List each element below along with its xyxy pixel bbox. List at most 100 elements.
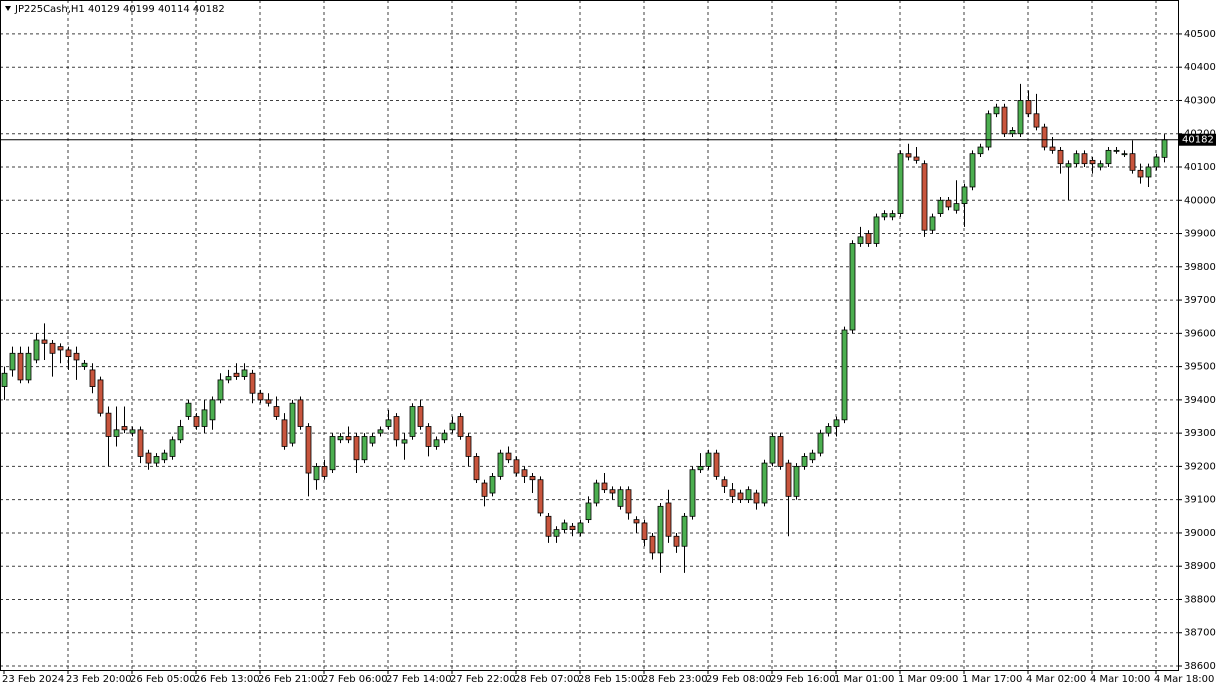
chart-title: JP225Cash,H1 40129 40199 40114 40182: [14, 4, 225, 15]
candle-body: [1089, 159, 1096, 165]
candle-body: [601, 482, 608, 491]
candle-body: [777, 436, 784, 467]
grid-layer: [0, 0, 1178, 670]
candle-body: [385, 419, 392, 427]
marks-layer: [0, 83, 1178, 573]
candle-body: [1033, 113, 1040, 128]
x-tick-label: 27 Feb 06:00: [322, 674, 388, 685]
candle-body: [473, 456, 480, 481]
candle-body: [993, 106, 1000, 115]
candle-body: [961, 186, 968, 204]
x-tick-label: 26 Feb 21:00: [258, 674, 324, 685]
candle-body: [65, 349, 72, 358]
y-tick-label: 39200: [1184, 461, 1216, 472]
candle-body: [745, 489, 752, 501]
candle-body: [297, 399, 304, 427]
candle-body: [153, 456, 160, 464]
candle-body: [113, 429, 120, 437]
candle-body: [1073, 153, 1080, 165]
candle-body: [201, 409, 208, 427]
candle-body: [41, 339, 48, 344]
y-tick-label: 40000: [1184, 195, 1216, 206]
x-tick-label: 23 Feb 2024: [2, 674, 64, 685]
candle-body: [193, 416, 200, 427]
x-tick-label: 27 Feb 22:00: [450, 674, 516, 685]
candle-body: [1065, 163, 1072, 168]
candle-body: [1081, 153, 1088, 165]
candle-body: [713, 452, 720, 477]
candle-body: [1049, 146, 1056, 151]
candle-body: [753, 492, 760, 504]
candle-body: [1001, 106, 1008, 135]
y-tick-label: 38700: [1184, 628, 1216, 639]
candle-body: [97, 379, 104, 414]
candle-body: [305, 426, 312, 474]
candle-body: [401, 439, 408, 444]
candle-body: [73, 352, 80, 361]
y-tick-label: 39300: [1184, 428, 1216, 439]
candle-body: [57, 346, 64, 351]
candle-body: [257, 392, 264, 401]
y-tick-label: 40500: [1184, 29, 1216, 40]
candle-body: [873, 216, 880, 244]
candle-body: [441, 432, 448, 441]
candle-body: [209, 399, 216, 421]
y-tick-label: 39600: [1184, 328, 1216, 339]
y-tick-label: 39900: [1184, 229, 1216, 240]
candle-body: [537, 479, 544, 514]
candle-body: [833, 419, 840, 427]
candle-body: [849, 243, 856, 331]
candle-body: [513, 459, 520, 474]
candle-body: [641, 522, 648, 540]
menu-arrow[interactable]: [5, 6, 11, 11]
candle-body: [361, 436, 368, 461]
candle-body: [1113, 149, 1120, 152]
y-tick-label: 39500: [1184, 362, 1216, 373]
candle-body: [521, 469, 528, 477]
y-tick-label: 39700: [1184, 295, 1216, 306]
axes-layer: 38600 38700 38800 38900 39000 39100 39200 39300…: [2, 29, 1216, 685]
candle-body: [249, 372, 256, 394]
candle-body: [169, 439, 176, 457]
y-tick-label: 39400: [1184, 395, 1216, 406]
candle-body: [393, 416, 400, 441]
candle-body: [137, 429, 144, 457]
y-tick-label: 38800: [1184, 594, 1216, 605]
candle-body: [25, 352, 32, 381]
candle-body: [673, 535, 680, 547]
candle-body: [881, 213, 888, 218]
y-tick-label: 38600: [1184, 661, 1216, 672]
candle-body: [793, 466, 800, 497]
x-tick-label: 26 Feb 05:00: [130, 674, 196, 685]
candle-body: [241, 369, 248, 377]
candle-body: [17, 352, 24, 381]
candle-body: [505, 452, 512, 461]
candle-body: [657, 505, 664, 554]
candle-body: [953, 203, 960, 211]
candle-body: [569, 525, 576, 531]
candle-body: [313, 466, 320, 481]
candle-body: [809, 452, 816, 461]
candle-body: [1129, 153, 1136, 171]
x-tick-label: 28 Feb 23:00: [642, 674, 708, 685]
candle-body: [353, 436, 360, 461]
candle-body: [1017, 100, 1024, 135]
candle-body: [329, 436, 336, 471]
candle-body: [409, 406, 416, 437]
candle-body: [497, 452, 504, 477]
candle-body: [289, 402, 296, 444]
x-tick-label: 4 Mar 10:00: [1090, 674, 1150, 685]
candle-body: [585, 502, 592, 521]
x-tick-label: 26 Feb 13:00: [194, 674, 260, 685]
candle-body: [553, 529, 560, 537]
candle-body: [665, 502, 672, 537]
candle-body: [425, 426, 432, 447]
candle-body: [545, 515, 552, 537]
candle-body: [905, 153, 912, 158]
candle-body: [737, 492, 744, 501]
candle-body: [913, 156, 920, 161]
candle-body: [945, 199, 952, 208]
current-price-label: 40182: [1182, 135, 1214, 146]
current-price-tag: [1179, 133, 1216, 146]
